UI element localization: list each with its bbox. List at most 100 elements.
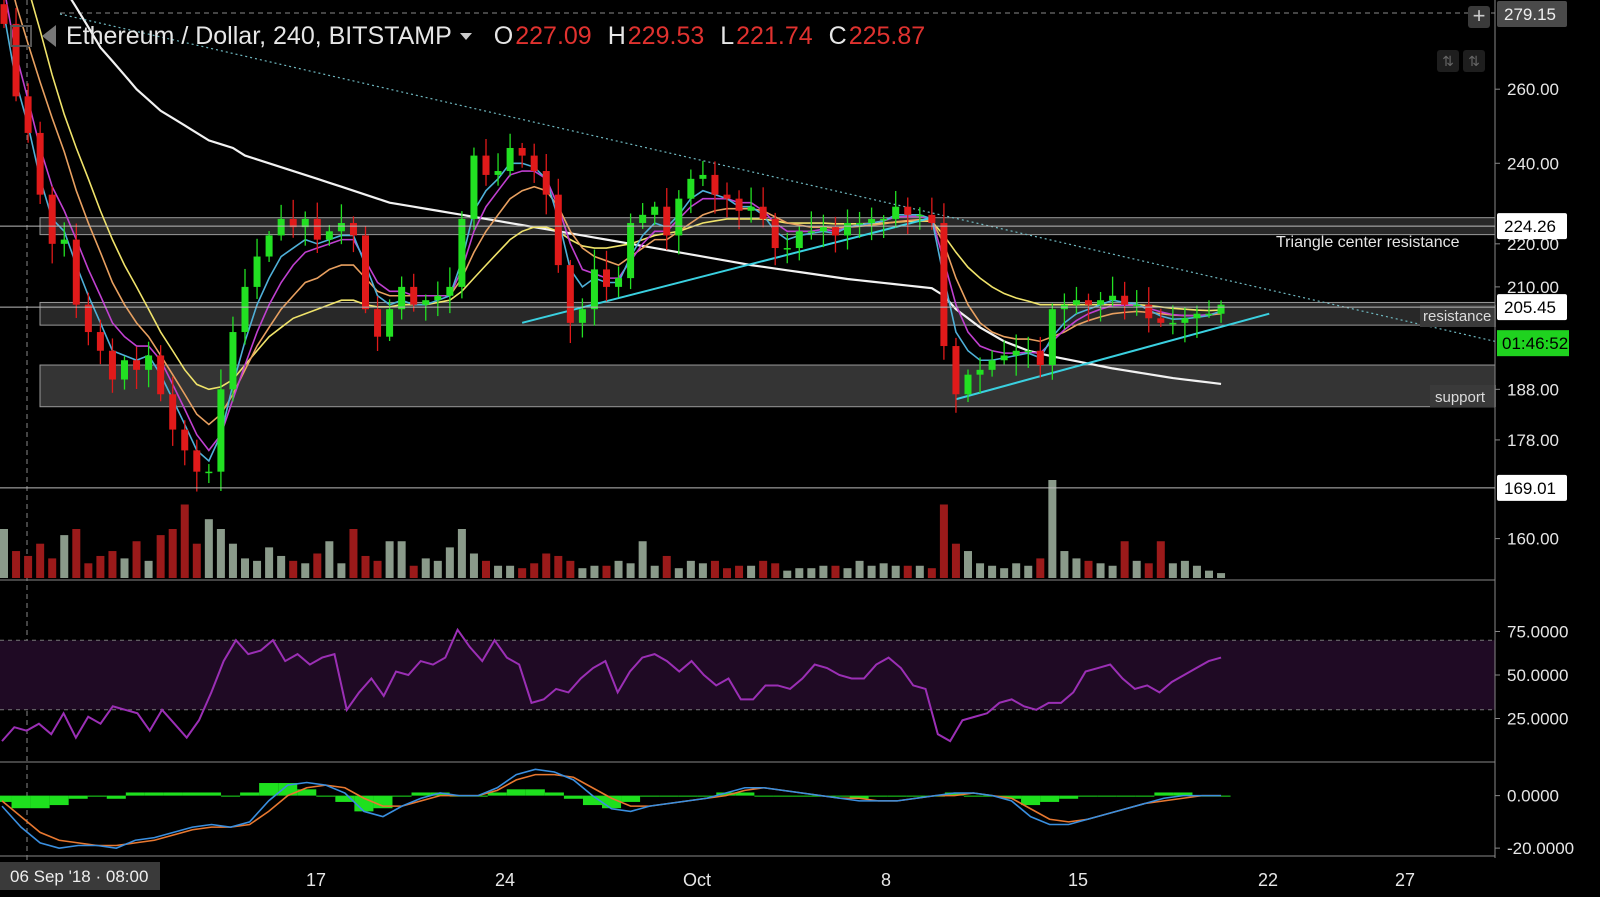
volume-bar [1000, 568, 1009, 578]
volume-bar [156, 535, 165, 578]
volume-bar [927, 568, 936, 578]
countdown-bg [1497, 330, 1569, 357]
candle-body [1157, 318, 1165, 323]
volume-bar [1036, 558, 1045, 578]
volume-bar [24, 555, 33, 578]
macd-histogram-bar [106, 795, 126, 799]
zone-resistance [39, 301, 1496, 326]
volume-bar [530, 563, 539, 578]
candle-body [1085, 300, 1092, 305]
volume-bar [313, 553, 322, 578]
volume-bar [421, 558, 430, 578]
candle-body [313, 218, 321, 240]
arrow-down-icon[interactable]: ⇅ [1463, 50, 1485, 72]
volume-bar [1084, 560, 1093, 578]
macd-histogram-bar [659, 795, 679, 797]
macd-line [1, 768, 1222, 849]
macd-histogram-bar [487, 792, 507, 796]
volume-bar [602, 565, 611, 578]
candle-body [217, 389, 225, 472]
macd-histogram-bar [259, 783, 279, 796]
support-label-bg [1430, 385, 1496, 407]
candle-body [96, 332, 104, 351]
macd-histogram-bar [144, 792, 164, 796]
macd-tick-label: 0.0000 [1507, 787, 1559, 806]
candle-body [976, 369, 984, 375]
volume-bar [626, 563, 635, 578]
arrow-up-icon[interactable]: ⇅ [1437, 50, 1459, 72]
macd-histogram-bar [87, 795, 107, 797]
annotation-support: support [1435, 389, 1486, 406]
moving-average-white [70, 0, 1222, 386]
macd-histogram-bar [125, 792, 145, 796]
candle-body [24, 96, 32, 133]
price-tag-label: 224.26 [1504, 217, 1556, 236]
macd-histogram-bar [735, 792, 755, 796]
macd-histogram-bar [582, 795, 603, 806]
volume-bar [855, 560, 864, 578]
macd-histogram-bar [544, 792, 564, 796]
countdown-label: 01:46:52 [1502, 334, 1568, 353]
macd-histogram-bar [678, 795, 698, 797]
macd-histogram-bar [525, 789, 545, 796]
volume-bar [494, 565, 503, 578]
macd-signal-line [1, 773, 1222, 847]
close-label: C [828, 21, 847, 50]
volume-bar [566, 560, 575, 578]
volume-bar [735, 565, 744, 578]
candle-body [169, 394, 177, 430]
candle-body [72, 239, 80, 305]
candle-body [518, 147, 526, 156]
candle-body [590, 269, 598, 310]
symbol-title[interactable]: Ethereum / Dollar, 240, BITSTAMP [66, 21, 452, 50]
moving-average-yellow [30, 0, 1222, 391]
macd-histogram-bar [11, 795, 31, 809]
layout-icon[interactable] [10, 25, 32, 47]
volume-bar [506, 565, 515, 578]
time-tick-label: 8 [881, 870, 891, 890]
volume-bar [373, 560, 382, 578]
macd-histogram-bar [887, 795, 907, 797]
volume-bar [1096, 563, 1105, 578]
macd-histogram-bar [1021, 795, 1041, 806]
candle-body [12, 23, 20, 97]
crosshair-icon[interactable]: + [1468, 5, 1490, 28]
volume-bar [891, 565, 900, 578]
candle-body [952, 346, 960, 395]
volume-bar [903, 565, 912, 578]
candle-body [916, 214, 924, 217]
volume-bar [433, 560, 442, 578]
volume-bar [686, 560, 695, 578]
rising-trendline-2 [955, 312, 1270, 401]
low-label: L [720, 21, 735, 50]
candle-body [470, 155, 478, 219]
volume-bar [349, 529, 358, 578]
chevron-down-icon[interactable] [459, 32, 472, 40]
candle-body [325, 231, 333, 240]
flag-icon[interactable] [42, 25, 56, 47]
candle-body [771, 218, 779, 249]
volume-bar [1072, 558, 1081, 578]
rsi-line [1, 627, 1222, 743]
volume-bar [554, 555, 563, 578]
candle-body [554, 194, 562, 266]
candle-body [868, 218, 876, 224]
candle-body [844, 223, 851, 236]
volume-bar [1180, 560, 1189, 578]
candle-body [337, 223, 345, 232]
rsi-tick-label: 25.0000 [1507, 710, 1568, 729]
volume-bar [228, 543, 237, 578]
volume-bar [144, 560, 153, 578]
volume-bar [771, 563, 780, 578]
macd-histogram-bar [297, 789, 317, 796]
volume-bar [457, 529, 466, 578]
candle-body [84, 304, 92, 333]
volume-bar [60, 535, 69, 578]
volume-bar [84, 563, 93, 578]
volume-bar [36, 543, 45, 578]
volume-bar [72, 529, 81, 578]
candle-body [349, 223, 357, 236]
volume-bar [397, 541, 406, 578]
candle-body [121, 360, 128, 380]
